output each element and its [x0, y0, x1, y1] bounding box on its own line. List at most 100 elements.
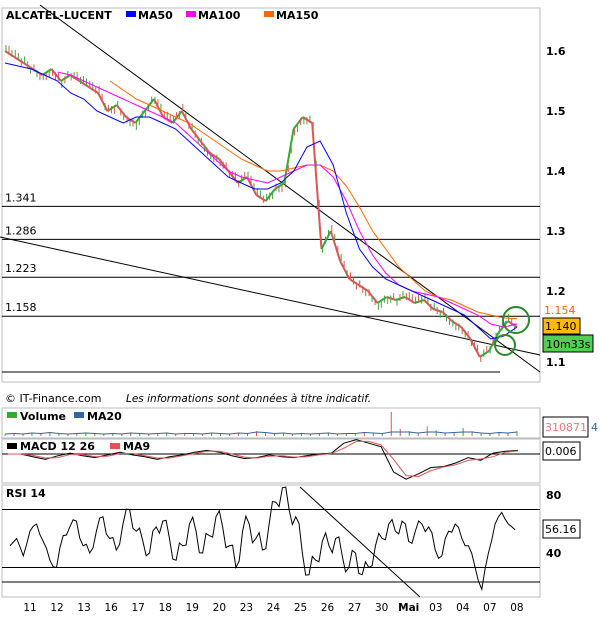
- price-segment: [283, 128, 295, 184]
- price-segment: [479, 350, 490, 358]
- volume-swatch: [7, 412, 17, 418]
- legend-swatch: [264, 11, 274, 17]
- x-tick-label: 18: [159, 602, 172, 614]
- rsi-label: RSI 14: [6, 487, 46, 500]
- price-segment: [190, 128, 202, 142]
- price-segment: [255, 194, 267, 202]
- price-segment: [97, 92, 109, 112]
- price-segment: [292, 116, 304, 130]
- hidden-price-label: 1.154: [544, 304, 576, 317]
- price-segment: [171, 110, 183, 124]
- chart-title: ALCATEL-LUCENT: [6, 9, 112, 22]
- x-tick-label: 08: [510, 602, 523, 614]
- price-segment: [376, 296, 388, 304]
- macd-label: MACD 12 26: [20, 440, 95, 453]
- macd-swatch: [7, 443, 17, 449]
- price-segment: [469, 338, 481, 358]
- x-tick-label: 07: [483, 602, 496, 614]
- price-segment: [13, 56, 25, 64]
- rsi-tick: 80: [546, 489, 562, 502]
- price-segment: [153, 98, 165, 118]
- rsi-value: 56.16: [545, 523, 577, 536]
- rsi-tick: 40: [546, 547, 562, 560]
- volume-ma20-line: [4, 431, 518, 435]
- y-tick-label: 1.5: [546, 105, 566, 118]
- price-segment: [348, 278, 360, 286]
- x-tick-label: 24: [267, 602, 281, 614]
- rsi-trendline: [299, 486, 421, 598]
- x-tick-label: 26: [321, 602, 335, 614]
- x-tick-label: 12: [50, 602, 63, 614]
- x-tick-label: 25: [294, 602, 307, 614]
- price-segment: [88, 86, 99, 94]
- volume-label: Volume: [20, 410, 66, 423]
- price-segment: [414, 299, 425, 304]
- x-tick-label: 27: [348, 602, 361, 614]
- price-segment: [395, 296, 406, 301]
- price-segment: [302, 116, 313, 124]
- price-segment: [423, 299, 434, 310]
- price-segment: [218, 158, 230, 172]
- price-segment: [180, 110, 193, 130]
- y-tick-label: 1.2: [546, 285, 566, 298]
- panel-1: [1, 407, 541, 439]
- rsi-value-box: [542, 519, 581, 539]
- legend-swatch: [186, 11, 196, 17]
- price-segment: [320, 230, 332, 250]
- ma9-label: MA9: [123, 440, 150, 453]
- volume-value-box: [542, 416, 589, 438]
- timer-label: 10m33s: [546, 338, 591, 351]
- y-tick-label: 1.3: [546, 225, 566, 238]
- legend-label: MA100: [198, 9, 241, 22]
- x-tick-label: 13: [77, 602, 90, 614]
- legend-label: MA50: [138, 9, 173, 22]
- price-segment: [78, 80, 90, 88]
- x-tick-label: 04: [456, 602, 470, 614]
- disclaimer: Les informations sont données à titre in…: [126, 393, 371, 405]
- ma20-swatch: [74, 412, 84, 418]
- ma9-swatch: [110, 443, 120, 449]
- price-segment: [329, 230, 342, 262]
- price-segment: [404, 296, 416, 304]
- rsi-line: [9, 486, 516, 592]
- legend-swatch: [126, 11, 136, 17]
- price-segment: [106, 104, 118, 112]
- macd-line: [8, 439, 519, 480]
- price-segment: [50, 68, 62, 82]
- last-price-label: 1.140: [545, 320, 577, 333]
- panel-2: [1, 438, 541, 484]
- x-tick-label: 20: [213, 602, 226, 614]
- y-tick-label: 1.4: [546, 165, 566, 178]
- x-tick-label: 17: [132, 602, 145, 614]
- price-segment: [441, 311, 453, 322]
- macd-ma9-line: [8, 440, 519, 478]
- y-tick-label: 1.6: [546, 45, 566, 58]
- x-tick-label: 16: [104, 602, 118, 614]
- last-price-box: [542, 317, 581, 335]
- price-segment: [60, 74, 71, 82]
- price-segment: [358, 284, 369, 292]
- level-label: 1.286: [5, 224, 37, 237]
- x-tick-label: 03: [429, 602, 442, 614]
- level-label: 1.223: [5, 262, 37, 275]
- level-label: 1.158: [5, 301, 37, 314]
- x-tick-label: 23: [240, 602, 253, 614]
- price-segment: [23, 62, 34, 70]
- x-tick-label: 19: [186, 602, 199, 614]
- trendline: [0, 236, 541, 356]
- price-segment: [4, 50, 15, 58]
- price-segment: [386, 296, 397, 301]
- ma50-line: [4, 62, 518, 340]
- price-segment: [41, 68, 53, 76]
- price-segment: [367, 290, 379, 304]
- price-segment: [199, 140, 211, 154]
- price-segment: [339, 260, 351, 280]
- ma100-line: [57, 71, 518, 328]
- panel-3: [1, 484, 541, 598]
- annotation-circle: [502, 306, 530, 334]
- level-label: 1.341: [5, 191, 37, 204]
- copyright: © IT-Finance.com: [5, 392, 102, 405]
- volume-value: 310871: [545, 421, 587, 434]
